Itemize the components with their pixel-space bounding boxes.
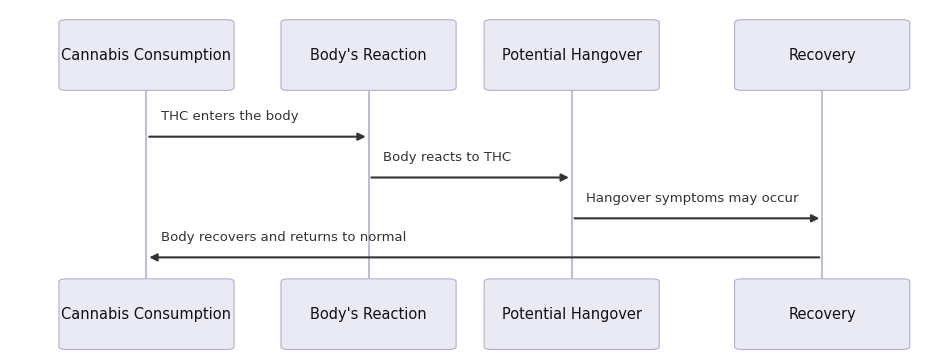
Text: Body reacts to THC: Body reacts to THC	[382, 151, 511, 164]
Text: Cannabis Consumption: Cannabis Consumption	[61, 307, 231, 322]
Text: Body recovers and returns to normal: Body recovers and returns to normal	[160, 231, 406, 244]
Text: Body's Reaction: Body's Reaction	[310, 307, 427, 322]
FancyBboxPatch shape	[59, 20, 234, 91]
FancyBboxPatch shape	[280, 279, 456, 350]
Text: Potential Hangover: Potential Hangover	[501, 48, 641, 62]
Text: Potential Hangover: Potential Hangover	[501, 307, 641, 322]
FancyBboxPatch shape	[483, 279, 659, 350]
Text: Recovery: Recovery	[787, 307, 855, 322]
Text: Cannabis Consumption: Cannabis Consumption	[61, 48, 231, 62]
Text: Hangover symptoms may occur: Hangover symptoms may occur	[585, 192, 798, 205]
FancyBboxPatch shape	[733, 20, 909, 91]
Text: Recovery: Recovery	[787, 48, 855, 62]
Text: Body's Reaction: Body's Reaction	[310, 48, 427, 62]
Text: THC enters the body: THC enters the body	[160, 110, 298, 123]
FancyBboxPatch shape	[59, 279, 234, 350]
FancyBboxPatch shape	[483, 20, 659, 91]
FancyBboxPatch shape	[733, 279, 909, 350]
FancyBboxPatch shape	[280, 20, 456, 91]
